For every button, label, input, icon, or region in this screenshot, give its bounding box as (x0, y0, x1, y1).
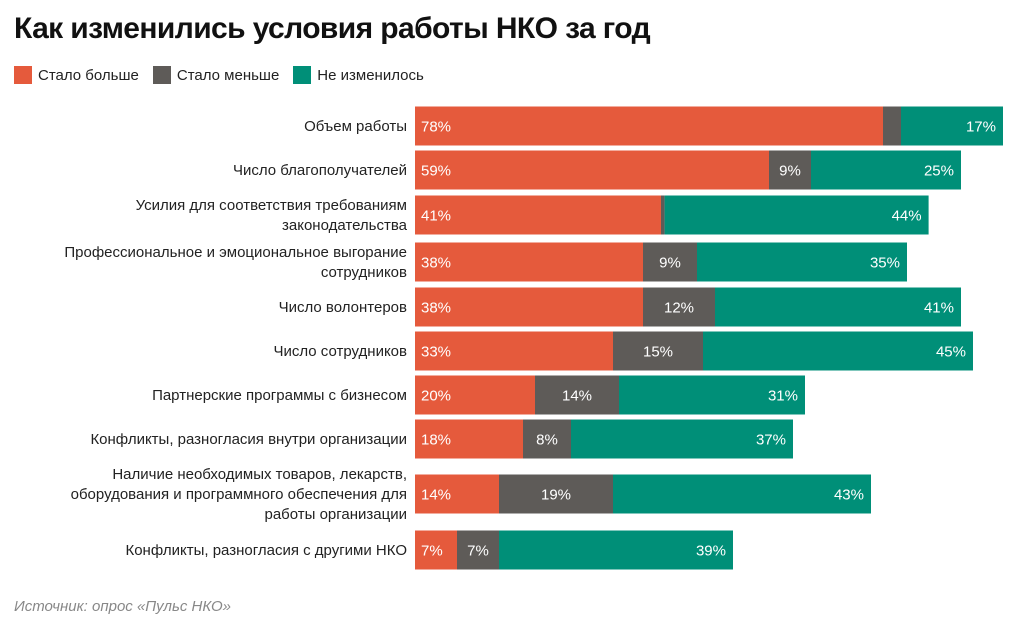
category-label: Число волонтеров (279, 299, 407, 316)
data-label: 38% (421, 300, 451, 317)
bar-segment (619, 375, 805, 415)
bar-segment (703, 331, 973, 371)
category-label: Число сотрудников (274, 343, 408, 360)
bar-segment (415, 106, 883, 146)
data-label: 37% (756, 432, 786, 449)
data-label: 9% (659, 255, 681, 272)
data-label: 17% (966, 119, 996, 136)
bar-segment (715, 287, 961, 327)
data-label: 14% (562, 388, 592, 405)
chart-title: Как изменились условия работы НКО за год (14, 12, 651, 45)
bar-segment (415, 195, 661, 235)
bar-segment (571, 419, 793, 459)
legend-swatch-same (293, 66, 312, 84)
bar-segment (901, 106, 1003, 146)
data-label: 15% (643, 344, 673, 361)
data-label: 8% (536, 432, 558, 449)
data-label: 9% (779, 163, 801, 180)
category-label: Усилия для соответствия требованиям (136, 197, 407, 214)
bar-segment (661, 195, 665, 235)
category-label: Наличие необходимых товаров, лекарств, (112, 466, 407, 483)
legend-label-same: Не изменилось (317, 66, 424, 84)
data-label: 38% (421, 255, 451, 272)
data-label: 19% (541, 487, 571, 504)
data-label: 7% (421, 543, 443, 560)
data-label: 45% (936, 344, 966, 361)
data-label: 41% (421, 208, 451, 225)
bar-segment (415, 242, 643, 282)
bar-segment (499, 530, 733, 570)
bar-segment (811, 150, 961, 190)
bar-segment (664, 195, 929, 235)
bar-segment (415, 530, 457, 570)
bar-segment (415, 331, 613, 371)
data-label: 20% (421, 388, 451, 405)
bar-segment (613, 331, 703, 371)
bar-segment (883, 106, 901, 146)
legend-swatch-more (14, 66, 32, 84)
category-label: Число благополучателей (233, 162, 407, 179)
category-label: Партнерские программы с бизнесом (152, 387, 407, 404)
data-label: 33% (421, 344, 451, 361)
bar-segment (769, 150, 811, 190)
bar-segment (415, 375, 535, 415)
bar-segment (643, 242, 697, 282)
data-label: 18% (421, 432, 451, 449)
legend-item-more: Стало больше (14, 66, 139, 84)
legend-label-more: Стало больше (38, 66, 139, 84)
data-label: 78% (421, 119, 451, 136)
legend-item-same: Не изменилось (293, 66, 424, 84)
data-label: 7% (467, 543, 489, 560)
legend: Стало больше Стало меньше Не изменилось (14, 66, 424, 84)
bar-segment (535, 375, 619, 415)
bar-segment (697, 242, 907, 282)
legend-swatch-less (152, 66, 171, 84)
category-label: работы организации (264, 506, 407, 523)
source-note: Источник: опрос «Пульс НКО» (14, 598, 232, 615)
bar-segment (523, 419, 571, 459)
bar-segment (415, 287, 643, 327)
category-label: Конфликты, разногласия с другими НКО (125, 542, 407, 559)
bar-segment (613, 474, 871, 514)
data-label: 12% (664, 300, 694, 317)
legend-item-less: Стало меньше (152, 66, 280, 84)
data-label: 44% (892, 208, 922, 225)
data-label: 43% (834, 487, 864, 504)
legend-label-less: Стало меньше (176, 66, 280, 84)
bar-segment (415, 419, 523, 459)
category-label: Конфликты, разногласия внутри организаци… (90, 431, 407, 448)
data-label: 39% (696, 543, 726, 560)
bar-segment (499, 474, 613, 514)
bar-segment (457, 530, 499, 570)
data-label: 14% (421, 487, 451, 504)
category-label: законодательства (282, 217, 408, 234)
category-label: сотрудников (321, 264, 407, 281)
data-label: 35% (870, 255, 900, 272)
data-label: 59% (421, 163, 451, 180)
data-label: 25% (924, 163, 954, 180)
category-label: Профессиональное и эмоциональное выгоран… (64, 244, 407, 261)
category-label: Объем работы (304, 118, 407, 135)
data-label: 41% (924, 300, 954, 317)
data-label: 31% (768, 388, 798, 405)
category-label: оборудования и программного обеспечения … (71, 486, 407, 503)
bar-segment (415, 474, 499, 514)
bar-segment (415, 150, 769, 190)
bar-segment (643, 287, 715, 327)
